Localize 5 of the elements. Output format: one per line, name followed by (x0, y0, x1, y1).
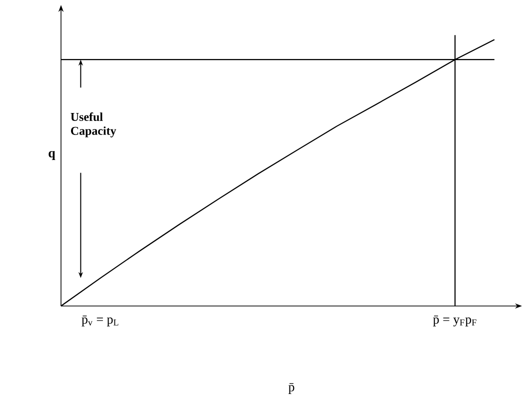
x-tick-label: p̄ = y$_{F}$p$_{F}$ (433, 316, 476, 326)
x-tick-label: p̄$_{v}$ = p$_{L}$ (82, 316, 118, 326)
y-axis-title: q (48, 151, 56, 160)
x-axis-title: p̄ (288, 383, 294, 394)
annotation: Useful Capacity (70, 112, 116, 138)
